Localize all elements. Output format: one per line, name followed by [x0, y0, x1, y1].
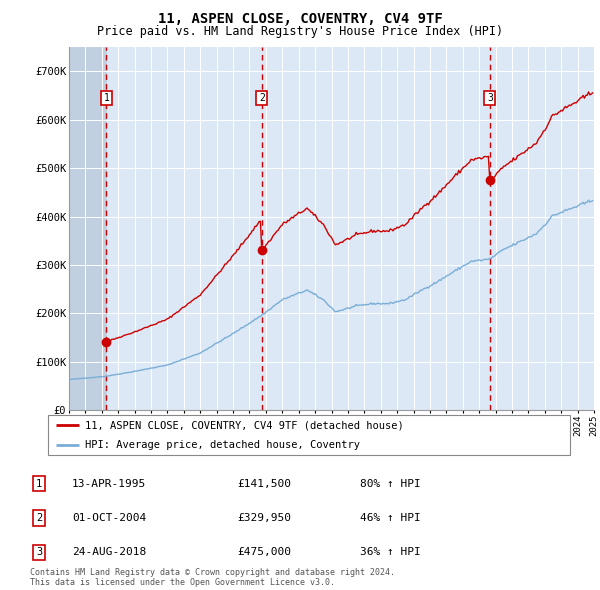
Text: 3: 3 [36, 548, 42, 557]
Text: Price paid vs. HM Land Registry's House Price Index (HPI): Price paid vs. HM Land Registry's House … [97, 25, 503, 38]
Text: 46% ↑ HPI: 46% ↑ HPI [360, 513, 421, 523]
Text: 01-OCT-2004: 01-OCT-2004 [72, 513, 146, 523]
Text: 2: 2 [36, 513, 42, 523]
Text: 3: 3 [487, 93, 493, 103]
Text: 24-AUG-2018: 24-AUG-2018 [72, 548, 146, 557]
Text: £141,500: £141,500 [237, 479, 291, 489]
Text: 36% ↑ HPI: 36% ↑ HPI [360, 548, 421, 557]
Text: £329,950: £329,950 [237, 513, 291, 523]
Text: 13-APR-1995: 13-APR-1995 [72, 479, 146, 489]
Text: 1: 1 [36, 479, 42, 489]
Text: HPI: Average price, detached house, Coventry: HPI: Average price, detached house, Cove… [85, 441, 359, 450]
Text: 11, ASPEN CLOSE, COVENTRY, CV4 9TF: 11, ASPEN CLOSE, COVENTRY, CV4 9TF [158, 12, 442, 26]
Text: 2: 2 [259, 93, 265, 103]
Text: 11, ASPEN CLOSE, COVENTRY, CV4 9TF (detached house): 11, ASPEN CLOSE, COVENTRY, CV4 9TF (deta… [85, 421, 403, 430]
Text: 1: 1 [103, 93, 109, 103]
Text: £475,000: £475,000 [237, 548, 291, 557]
Bar [69, 47, 106, 410]
Text: 80% ↑ HPI: 80% ↑ HPI [360, 479, 421, 489]
Text: Contains HM Land Registry data © Crown copyright and database right 2024.
This d: Contains HM Land Registry data © Crown c… [30, 568, 395, 587]
FancyBboxPatch shape [48, 415, 570, 455]
